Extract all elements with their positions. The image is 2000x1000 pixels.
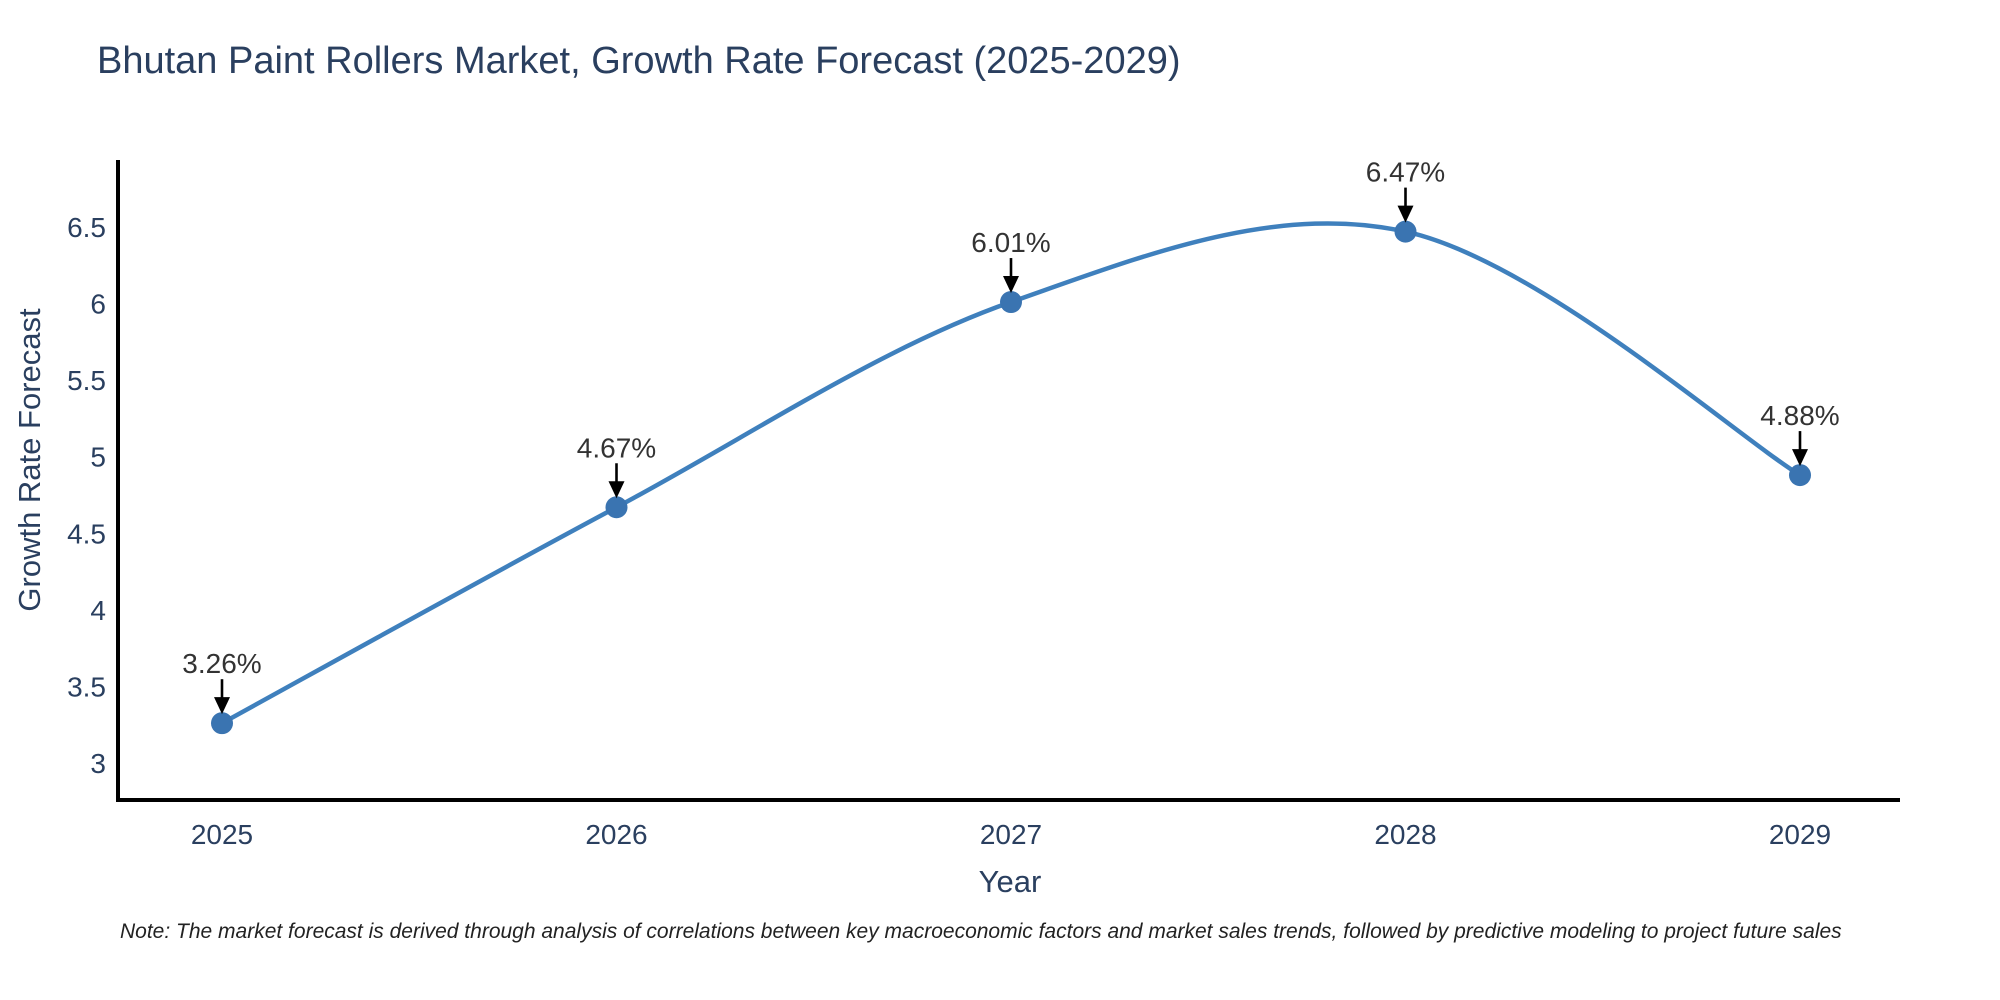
point-value-label: 4.67% <box>577 432 656 463</box>
annotation-arrowhead-icon <box>1792 449 1808 467</box>
y-tick-label: 3.5 <box>67 671 106 702</box>
annotation-arrowhead-icon <box>214 697 230 715</box>
annotation-arrowhead-icon <box>1397 205 1414 223</box>
x-tick-label: 2028 <box>1374 819 1436 850</box>
point-value-label: 4.88% <box>1760 400 1839 431</box>
y-tick-label: 4 <box>90 595 106 626</box>
annotation-arrowhead-icon <box>608 481 625 499</box>
x-tick-label: 2025 <box>191 819 253 850</box>
x-tick-label: 2027 <box>980 819 1042 850</box>
y-tick-label: 6 <box>90 289 106 320</box>
x-axis-title: Year <box>978 864 1042 899</box>
y-tick-label: 5.5 <box>67 365 106 396</box>
y-tick-label: 3 <box>90 748 106 779</box>
data-point-marker <box>1789 464 1811 487</box>
x-tick-label: 2026 <box>585 819 647 850</box>
data-point-marker <box>605 496 628 519</box>
point-value-label: 6.01% <box>971 227 1050 258</box>
y-tick-label: 5 <box>90 442 106 473</box>
axis-lines <box>116 160 1900 802</box>
data-point-marker <box>1394 220 1417 243</box>
footnote: Note: The market forecast is derived thr… <box>120 920 1842 943</box>
data-point-marker <box>1000 291 1022 314</box>
point-value-label: 3.26% <box>182 648 261 679</box>
y-tick-label: 4.5 <box>67 518 106 549</box>
data-point-marker <box>211 712 233 735</box>
y-tick-label: 6.5 <box>67 212 106 243</box>
annotation-arrowhead-icon <box>1003 276 1019 294</box>
x-tick-label: 2029 <box>1769 819 1831 850</box>
point-value-label: 6.47% <box>1366 157 1445 188</box>
chart-title: Bhutan Paint Rollers Market, Growth Rate… <box>97 40 1181 82</box>
